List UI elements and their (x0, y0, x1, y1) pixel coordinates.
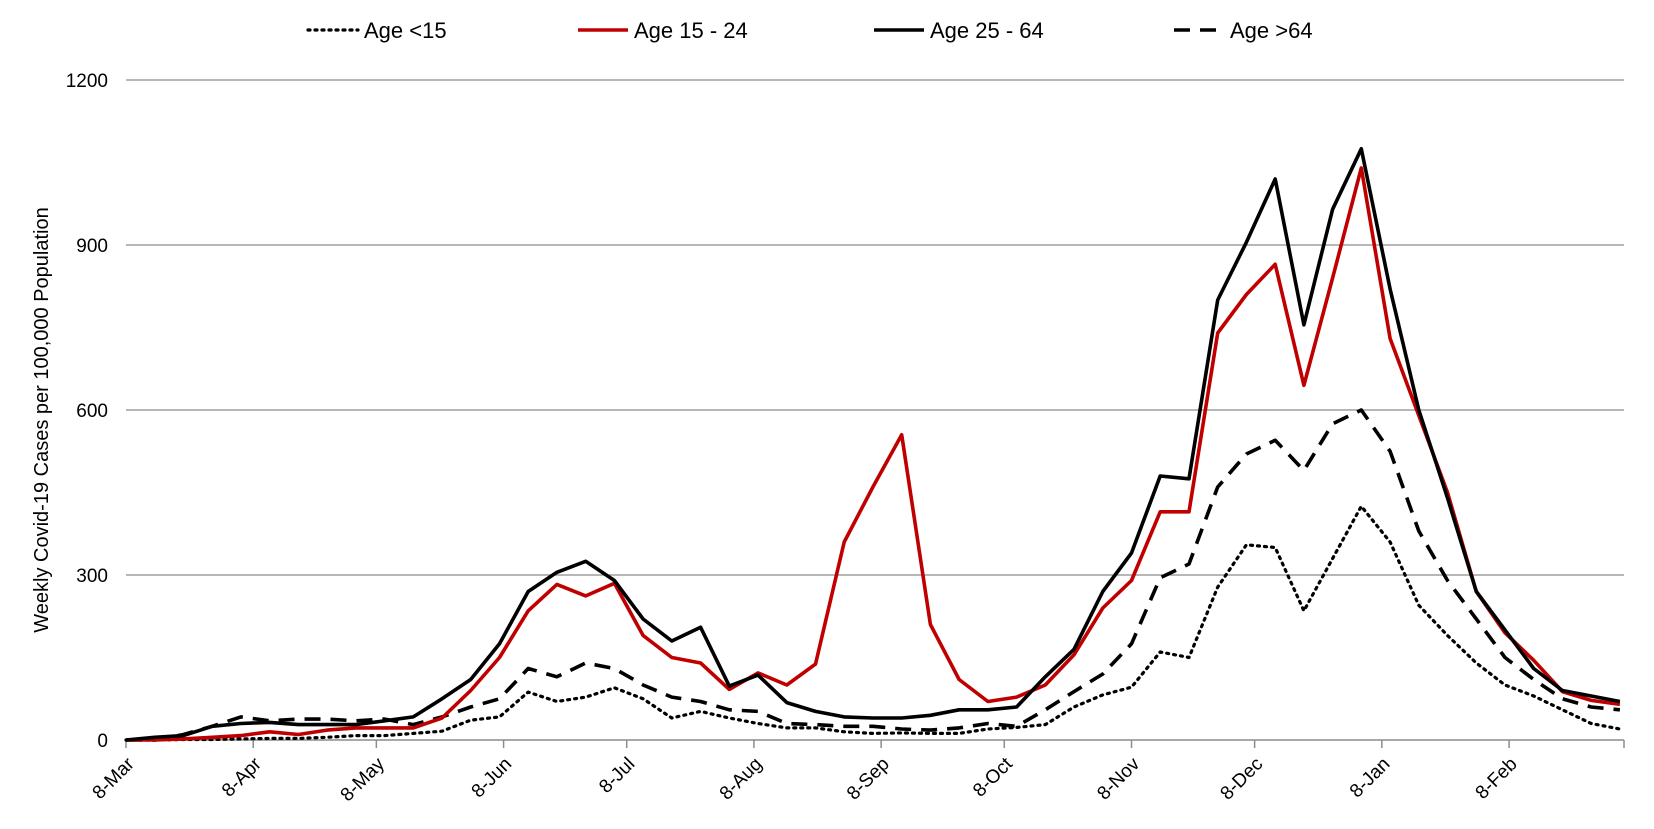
x-tick-label: 8-Jul (595, 754, 639, 798)
legend-label: Age >64 (1230, 18, 1313, 43)
y-tick-label: 600 (76, 401, 108, 422)
series-lines (124, 147, 1622, 742)
series-line-age-64 (126, 408, 1621, 742)
x-tick-label: 8-Sep (843, 754, 894, 805)
legend-label: Age 25 - 64 (930, 18, 1044, 43)
y-tick-label: 300 (76, 566, 108, 587)
x-tick-label: 8-Apr (218, 753, 266, 801)
axes: 0 300 600 900 1200 8-Mar 8-Apr 8-May 8-Jun 8-Jul 8… (66, 71, 1625, 806)
y-tick-label: 0 (97, 731, 108, 752)
x-tick-label: 8-Feb (1472, 754, 1522, 804)
x-tick-label: 8-Mar (89, 753, 139, 803)
x-tick-label: 8-May (337, 753, 390, 806)
y-tick-label: 1200 (66, 71, 108, 92)
y-tick-label: 900 (76, 236, 108, 257)
gridlines (126, 79, 1624, 576)
x-tick-label: 8-Jun (468, 754, 516, 802)
y-axis-label: Weekly Covid-19 Cases per 100,000 Popula… (31, 207, 53, 632)
series-line-age-15 (124, 504, 1622, 742)
x-tick-label: 8-Jan (1346, 754, 1394, 802)
series-line-age-25-64 (125, 147, 1621, 742)
series-line-age-15-24 (126, 166, 1621, 742)
legend-label: Age 15 - 24 (634, 18, 748, 43)
x-tick-label: 8-Oct (969, 753, 1017, 801)
legend-label: Age <15 (364, 18, 447, 43)
x-tick-label: 8-Dec (1217, 754, 1268, 805)
x-tick-label: 8-Nov (1093, 753, 1144, 804)
legend: Age <15 Age 15 - 24 Age 25 - 64 Age >64 (306, 18, 1313, 43)
x-tick-label: 8-Aug (716, 754, 767, 805)
